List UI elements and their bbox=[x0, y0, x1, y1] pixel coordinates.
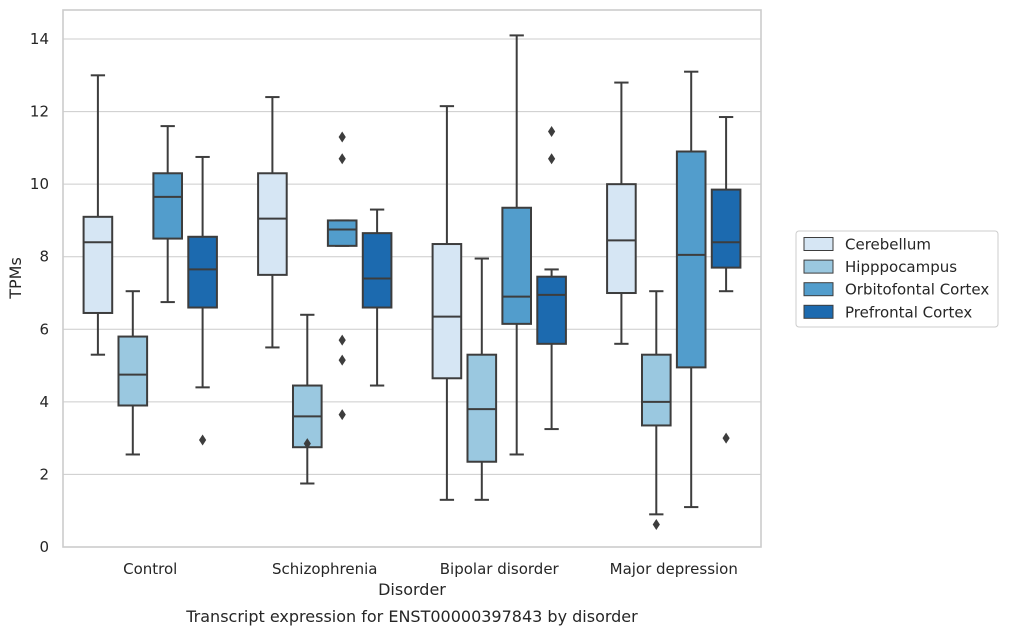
legend-label: Hipppocampus bbox=[845, 258, 957, 276]
box-prefrontal-cortex bbox=[710, 116, 742, 444]
outlier-point bbox=[548, 153, 556, 165]
x-tick-label: Major depression bbox=[610, 560, 738, 578]
outlier-point bbox=[338, 131, 346, 143]
legend-swatch bbox=[803, 282, 834, 297]
outlier-point bbox=[199, 434, 207, 446]
box-body bbox=[257, 172, 288, 276]
outlier-point bbox=[722, 432, 730, 444]
box-hipppocampus bbox=[291, 313, 323, 485]
box-body bbox=[640, 353, 672, 427]
box-orbitofontal-cortex bbox=[501, 34, 533, 456]
box-cerebellum bbox=[82, 74, 114, 356]
legend-frame bbox=[795, 230, 999, 328]
box-prefrontal-cortex bbox=[361, 208, 393, 387]
y-tick-label: 4 bbox=[39, 393, 49, 411]
y-tick-label: 2 bbox=[39, 465, 49, 483]
y-tick-label: 0 bbox=[39, 538, 49, 556]
box-body bbox=[326, 219, 358, 247]
box-orbitofontal-cortex bbox=[152, 125, 184, 304]
x-tick-label: Control bbox=[123, 560, 177, 578]
box-body bbox=[710, 188, 742, 269]
plot-frame bbox=[62, 9, 762, 548]
box-cerebellum bbox=[606, 81, 637, 345]
y-axis-title: TPMs bbox=[6, 257, 25, 300]
legend-label: Cerebellum bbox=[845, 236, 931, 254]
box-cerebellum bbox=[431, 105, 463, 501]
box-body bbox=[501, 206, 533, 325]
boxes-layer bbox=[82, 34, 742, 531]
outlier-point bbox=[338, 334, 346, 346]
outlier-point bbox=[303, 438, 311, 450]
x-axis-title: Disorder bbox=[378, 580, 446, 599]
chart-caption: Transcript expression for ENST0000039784… bbox=[185, 607, 638, 626]
legend-swatch bbox=[803, 259, 834, 274]
legend-label: Orbitofontal Cortex bbox=[845, 281, 989, 299]
box-body bbox=[82, 215, 114, 314]
box-hipppocampus bbox=[466, 257, 498, 501]
box-body bbox=[117, 335, 149, 407]
outlier-point bbox=[338, 153, 346, 165]
box-body bbox=[675, 150, 707, 369]
y-tick-label: 8 bbox=[39, 248, 49, 266]
box-prefrontal-cortex bbox=[536, 126, 567, 431]
plot-background bbox=[63, 10, 761, 547]
box-body bbox=[361, 232, 393, 309]
box-hipppocampus bbox=[640, 290, 672, 531]
box-orbitofontal-cortex bbox=[675, 70, 707, 509]
y-tick-label: 10 bbox=[30, 175, 49, 193]
box-body bbox=[431, 243, 463, 380]
y-tick-label: 6 bbox=[39, 320, 49, 338]
box-prefrontal-cortex bbox=[187, 155, 218, 446]
outlier-point bbox=[652, 519, 660, 531]
y-tick-label: 12 bbox=[30, 103, 49, 121]
box-body bbox=[606, 183, 637, 295]
outlier-point bbox=[338, 409, 346, 421]
y-tick-labels: 0 2 4 6 8 10 12 14 bbox=[30, 30, 49, 556]
legend-swatch bbox=[803, 237, 834, 251]
box-body bbox=[187, 235, 218, 309]
legend: Cerebellum Hipppocampus Orbitofontal Corte… bbox=[795, 230, 999, 328]
x-tick-labels: Control Schizophrenia Bipolar disorder Majo… bbox=[123, 560, 738, 578]
box-cerebellum bbox=[257, 96, 288, 349]
box-hipppocampus bbox=[117, 290, 149, 456]
x-tick-label: Bipolar disorder bbox=[440, 560, 560, 578]
legend-swatch bbox=[803, 304, 834, 319]
outlier-point bbox=[548, 126, 556, 138]
box-orbitofontal-cortex bbox=[326, 131, 358, 421]
outlier-point bbox=[338, 354, 346, 366]
x-tick-label: Schizophrenia bbox=[272, 560, 377, 578]
y-tick-label: 14 bbox=[30, 30, 49, 48]
box-body bbox=[536, 275, 567, 345]
legend-label: Prefrontal Cortex bbox=[845, 303, 972, 321]
box-body bbox=[152, 172, 184, 240]
